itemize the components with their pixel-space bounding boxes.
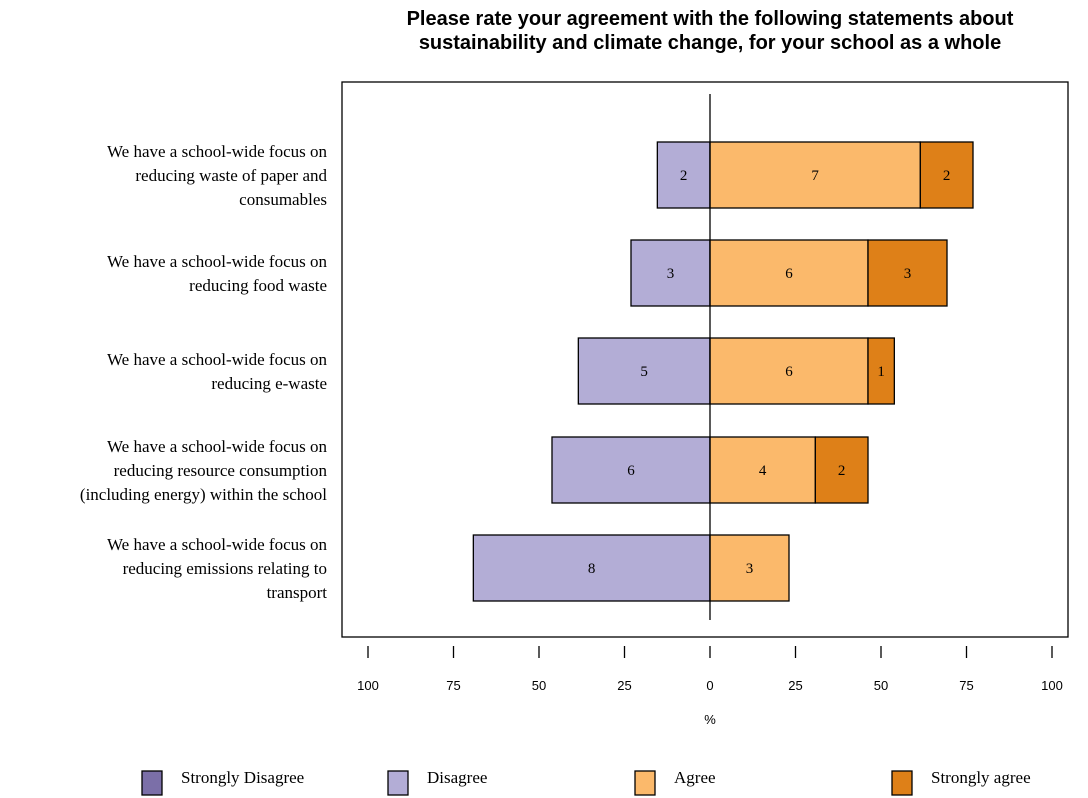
bar-data-label: 3 [667, 266, 675, 282]
bar-strongly-agree [867, 337, 895, 405]
legend-swatch [634, 770, 656, 796]
category-label: reducing emissions relating to [123, 559, 327, 578]
bar-disagree [472, 534, 711, 602]
category-label: reducing resource consumption [114, 461, 328, 480]
category-label: transport [267, 583, 328, 602]
bar-strongly-agree [919, 141, 974, 209]
x-tick-label: 100 [357, 678, 379, 693]
bar-data-label: 2 [943, 168, 951, 184]
category-labels: We have a school-wide focus on reducing w… [80, 142, 328, 602]
x-tick-label: 75 [959, 678, 973, 693]
bar-agree [709, 141, 921, 209]
bar-data-label: 8 [588, 561, 596, 577]
category-label: We have a school-wide focus on [107, 535, 328, 554]
legend-label: Disagree [427, 768, 487, 787]
category-label: We have a school-wide focus on [107, 142, 328, 161]
bars: 2 7 2 3 6 3 5 6 1 6 4 2 8 3 [472, 141, 974, 602]
bar-agree [709, 534, 790, 602]
x-tick-label: 25 [617, 678, 631, 693]
category-label: reducing food waste [189, 276, 327, 295]
x-tick-label: 100 [1041, 678, 1063, 693]
x-tick-label: 75 [446, 678, 460, 693]
category-label: (including energy) within the school [80, 485, 327, 504]
x-tick-label: 50 [532, 678, 546, 693]
bar-disagree [577, 337, 711, 405]
bar-data-label: 6 [785, 266, 793, 282]
legend-label: Strongly Disagree [181, 768, 304, 787]
category-label: consumables [239, 190, 327, 209]
x-axis-title: % [704, 712, 716, 727]
bar-data-label: 3 [904, 266, 912, 282]
x-tick-label: 0 [706, 678, 713, 693]
x-tick-label: 50 [874, 678, 888, 693]
chart-title: Please rate your agreement with the foll… [407, 8, 1014, 54]
category-label: reducing waste of paper and [135, 166, 327, 185]
bar-data-label: 5 [640, 364, 648, 380]
bar-data-label: 2 [838, 463, 846, 479]
bar-disagree [551, 436, 711, 504]
legend-swatch [141, 770, 163, 796]
bar-data-label: 2 [680, 168, 688, 184]
bar-data-label: 7 [811, 168, 819, 184]
legend-swatch [891, 770, 913, 796]
bar-data-label: 4 [759, 463, 767, 479]
bar-data-label: 6 [627, 463, 635, 479]
bar-data-label: 3 [746, 561, 754, 577]
x-tick-label: 25 [788, 678, 802, 693]
legend-label: Strongly agree [931, 768, 1031, 787]
bar-strongly-agree [814, 436, 869, 504]
category-label: We have a school-wide focus on [107, 252, 328, 271]
bar-data-label: 6 [785, 364, 793, 380]
chart-title-line: sustainability and climate change, for y… [419, 32, 1001, 54]
chart-title-line: Please rate your agreement with the foll… [407, 8, 1014, 30]
bar-disagree [630, 239, 711, 307]
x-axis: 100 75 50 25 0 25 50 75 100 [357, 646, 1063, 693]
legend-label: Agree [674, 768, 716, 787]
bar-disagree [656, 141, 711, 209]
plot-frame [341, 81, 1069, 638]
category-label: We have a school-wide focus on [107, 350, 328, 369]
category-label: We have a school-wide focus on [107, 437, 328, 456]
legend: Strongly Disagree Disagree Agree Strongly a… [141, 768, 1031, 796]
bar-strongly-agree [867, 239, 948, 307]
bar-data-label: 1 [877, 364, 885, 380]
legend-swatch [387, 770, 409, 796]
category-label: reducing e-waste [211, 374, 327, 393]
bar-agree [709, 436, 816, 504]
bar-agree [709, 337, 869, 405]
